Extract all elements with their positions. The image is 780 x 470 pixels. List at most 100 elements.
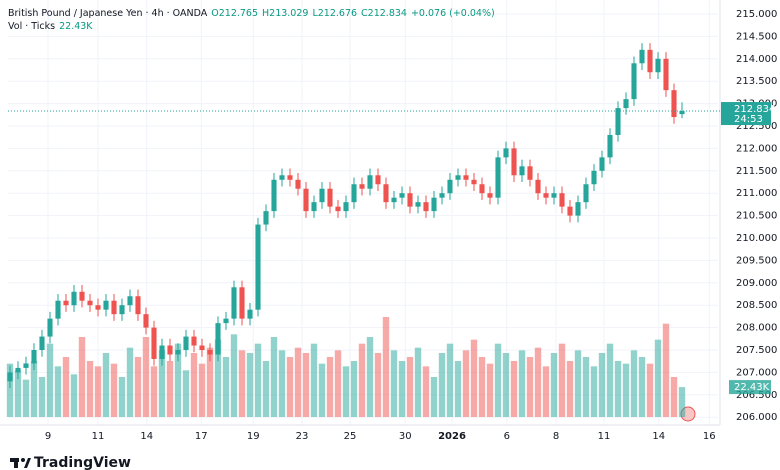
- volume-bar: [294, 347, 302, 417]
- volume-bar: [254, 343, 262, 417]
- candle-body: [167, 345, 173, 355]
- candle-body: [15, 367, 21, 373]
- candle-body: [535, 179, 541, 194]
- volume-bar: [374, 353, 382, 417]
- candle-body: [375, 175, 381, 185]
- candle-body: [295, 179, 301, 189]
- candle-body: [95, 305, 101, 310]
- candle-body: [311, 202, 317, 212]
- candle-body: [183, 336, 189, 351]
- volume-bar: [662, 323, 670, 417]
- volume-bar: [174, 343, 182, 417]
- candle-body: [47, 318, 53, 337]
- volume-header: Vol · Ticks 22.43K: [8, 21, 93, 32]
- candle-body: [527, 166, 533, 180]
- volume-bar: [654, 339, 662, 417]
- volume-bar: [430, 377, 438, 417]
- candle-body: [263, 211, 269, 225]
- candle-body: [319, 188, 325, 203]
- y-tick-label: 207.500: [736, 345, 777, 356]
- volume-bar: [22, 379, 30, 417]
- volume-bar: [502, 353, 510, 417]
- open-label: O212.765: [211, 8, 259, 19]
- candle-body: [175, 350, 181, 355]
- candle-body: [455, 175, 461, 180]
- candle-body: [279, 175, 285, 180]
- y-tick-label: 214.500: [736, 31, 777, 42]
- candle-body: [591, 170, 597, 185]
- y-tick-label: 214.000: [736, 54, 777, 65]
- volume-bar: [510, 361, 518, 417]
- y-tick-label: 212.500: [736, 121, 777, 132]
- candle-body: [543, 193, 549, 198]
- candle-body: [599, 157, 605, 171]
- volume-bar: [406, 357, 414, 417]
- volume-bar: [566, 361, 574, 417]
- last-price-box: [721, 102, 771, 126]
- volume-bar: [398, 361, 406, 417]
- volume-bar: [126, 347, 134, 417]
- volume-bar: [238, 350, 246, 417]
- candle-body: [639, 49, 645, 64]
- volume-bar: [190, 353, 198, 417]
- candle-body: [287, 175, 293, 180]
- candle-body: [367, 175, 373, 189]
- volume-bar: [310, 343, 318, 417]
- volume-bar: [598, 353, 606, 417]
- candle-body: [559, 193, 565, 207]
- candle-body: [159, 345, 165, 359]
- volume-bar: [550, 353, 558, 417]
- volume-bar: [270, 337, 278, 417]
- volume-bar: [142, 337, 150, 417]
- candle-body: [247, 309, 253, 319]
- volume-bar: [278, 350, 286, 417]
- volume-bar: [558, 343, 566, 417]
- candle-body: [23, 363, 29, 368]
- low-label: L212.676: [312, 8, 358, 19]
- volume-bar: [214, 339, 222, 417]
- candle-body: [503, 148, 509, 158]
- change-label: +0.076 (+0.04%): [410, 8, 495, 19]
- candle-body: [615, 108, 621, 135]
- volume-bar: [638, 357, 646, 417]
- candle-body: [551, 193, 557, 198]
- candle-body: [463, 175, 469, 180]
- y-tick-label: 208.500: [736, 300, 777, 311]
- volume-bar: [606, 343, 614, 417]
- volume-bar: [478, 357, 486, 417]
- volume-bar: [326, 357, 334, 417]
- candle-body: [383, 184, 389, 203]
- candle-body: [647, 49, 653, 73]
- volume-bar: [438, 353, 446, 417]
- candle-body: [415, 202, 421, 207]
- logo-part: [21, 458, 25, 462]
- candle-body: [359, 184, 365, 189]
- volume-bar: [302, 353, 310, 417]
- candle-body: [511, 148, 517, 176]
- volume-value: 22.43K: [59, 21, 93, 32]
- x-tick-label: 23: [296, 431, 309, 442]
- candle-body: [79, 291, 85, 301]
- volume-bar: [78, 337, 86, 417]
- candle-body: [431, 197, 437, 212]
- volume-bar: [494, 343, 502, 417]
- volume-bar: [678, 387, 686, 417]
- candle-body: [55, 300, 61, 319]
- volume-bar: [582, 357, 590, 417]
- last-price-label: 212.834: [734, 104, 775, 115]
- volume-bar: [6, 363, 14, 417]
- volume-bar: [150, 366, 158, 417]
- logo-part: [24, 458, 31, 468]
- candle-body: [679, 111, 685, 115]
- y-tick-label: 213.500: [736, 76, 777, 87]
- candle-body: [343, 202, 349, 212]
- candle-body: [111, 300, 117, 315]
- x-tick-label: 11: [92, 431, 105, 442]
- volume-bar: [246, 353, 254, 417]
- x-tick-label: 19: [247, 431, 260, 442]
- volume-bar: [542, 366, 550, 417]
- volume-bar: [470, 339, 478, 417]
- volume-bar: [518, 350, 526, 417]
- volume-bar: [670, 377, 678, 417]
